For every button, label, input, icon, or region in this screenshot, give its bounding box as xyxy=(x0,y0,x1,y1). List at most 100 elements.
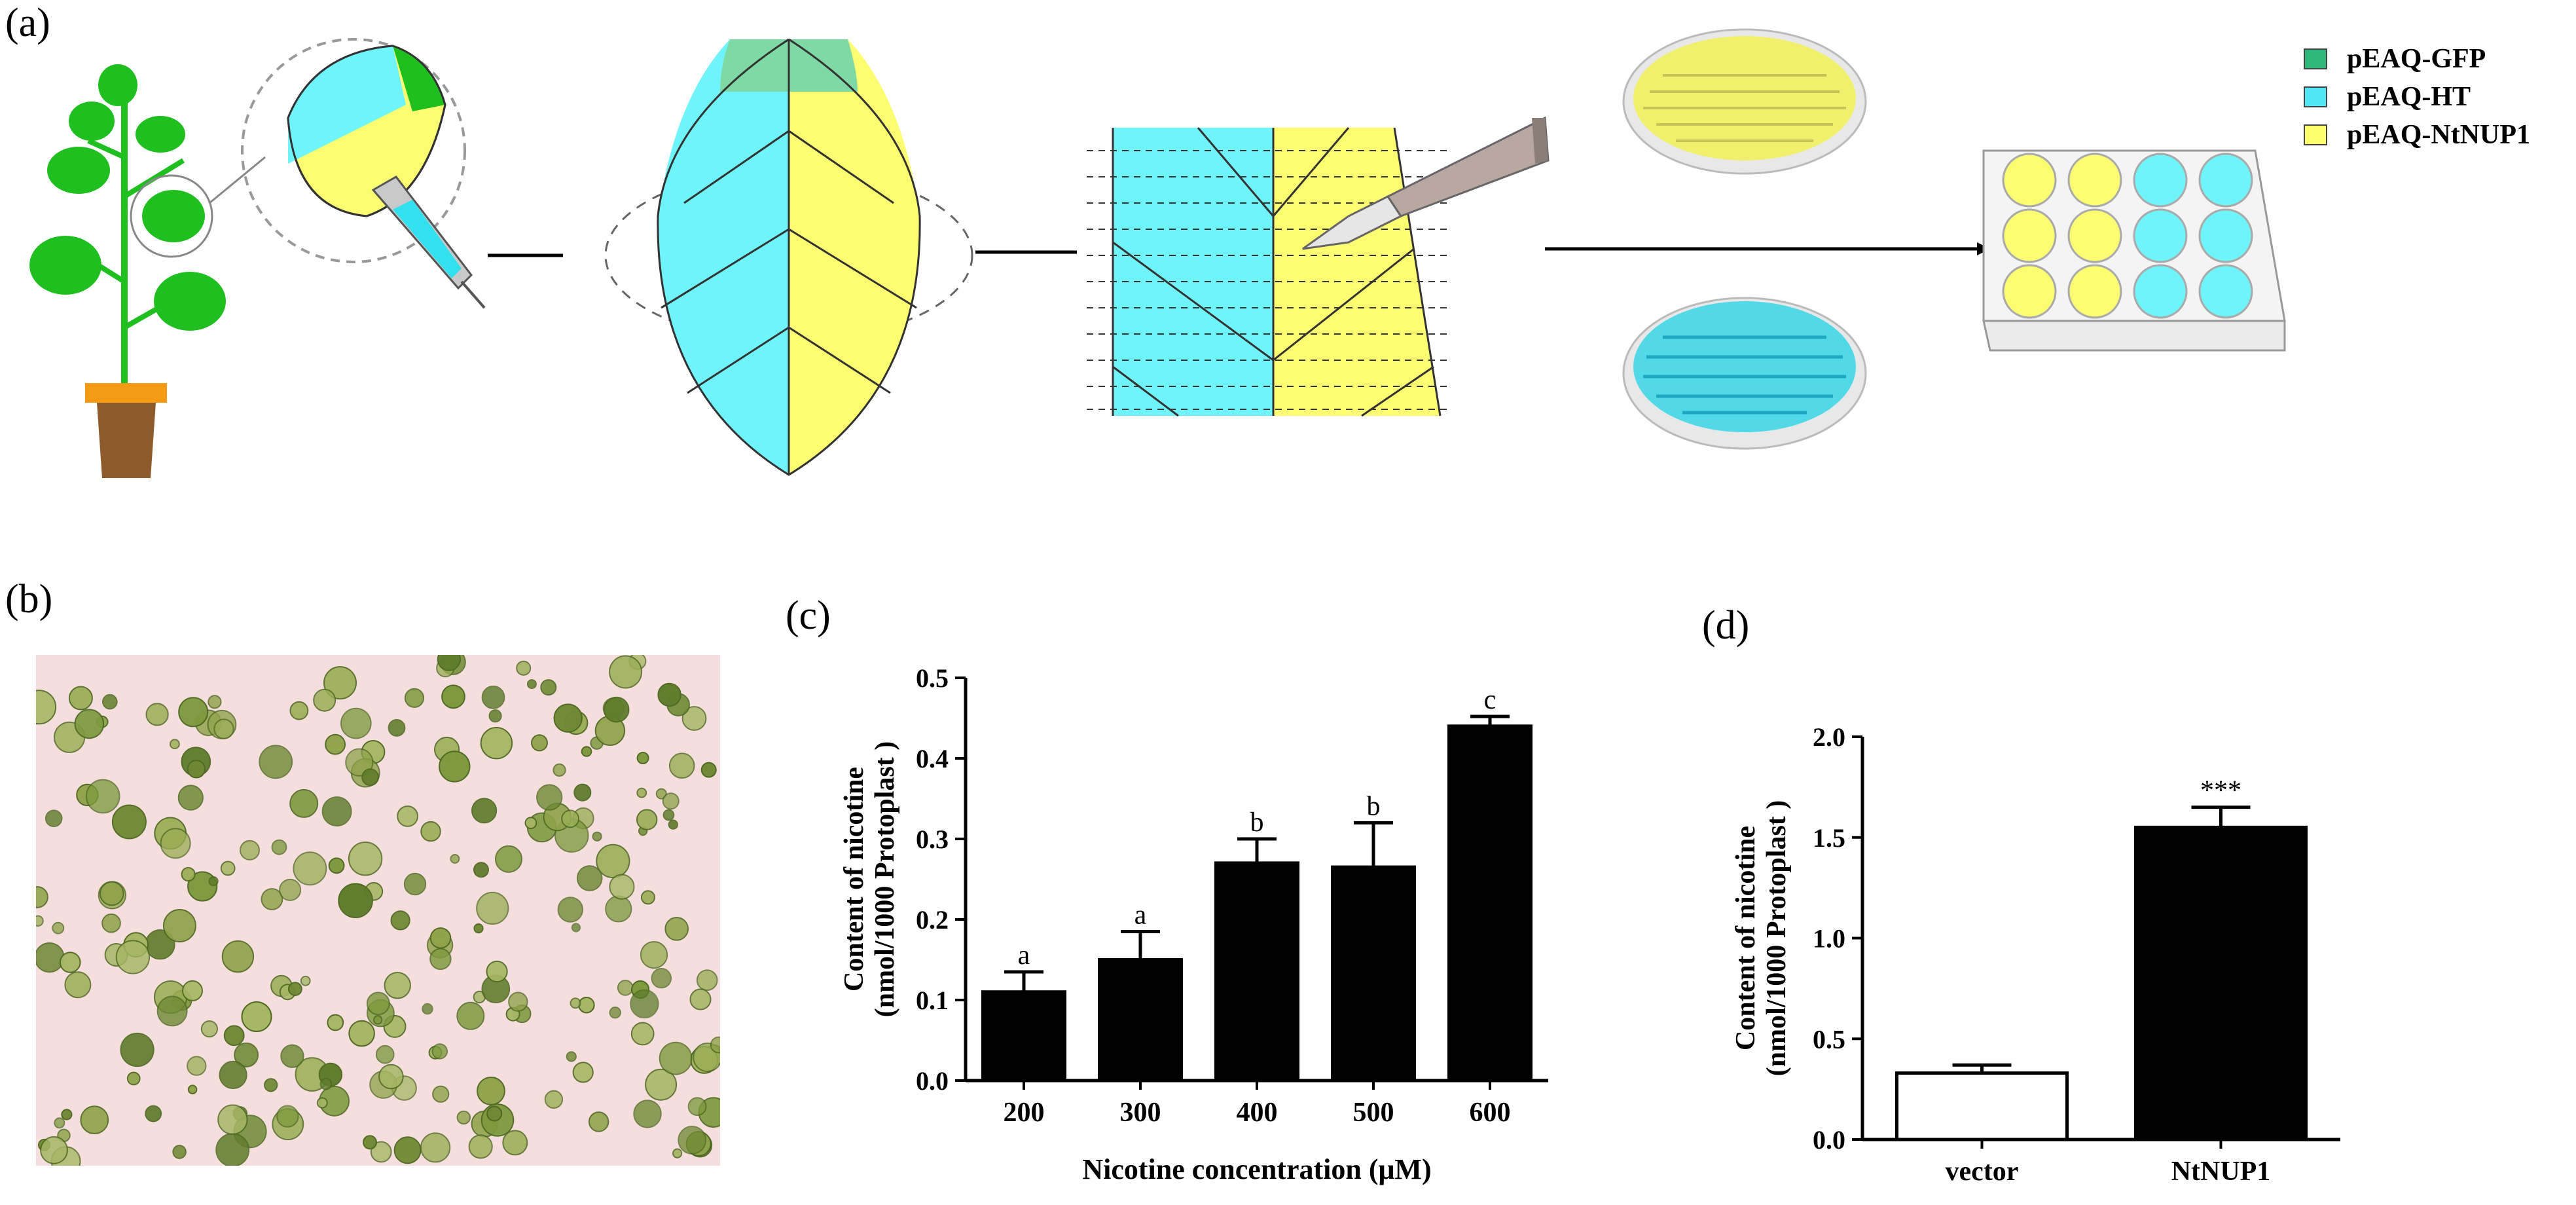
y-tick-label: 0.0 xyxy=(916,1066,949,1096)
protoplast-cell xyxy=(328,857,345,874)
protoplast-cell xyxy=(473,862,489,878)
protoplast-cell xyxy=(384,972,411,999)
protoplast-cell xyxy=(300,975,311,986)
protoplast-cell xyxy=(609,874,635,900)
y-axis-label-line2: (nmol/1000 Protoplast ) xyxy=(870,741,900,1018)
protoplast-cell xyxy=(276,1105,299,1128)
infiltrated-leaf xyxy=(604,38,973,476)
protoplast-cell xyxy=(102,694,118,710)
protoplast-cell xyxy=(220,861,236,876)
significance-label: b xyxy=(1367,791,1381,821)
protoplast-cell xyxy=(234,1042,259,1067)
plate-wells xyxy=(2002,153,2253,319)
protoplast-cell xyxy=(540,679,557,696)
x-tick-label: 400 xyxy=(1237,1098,1278,1128)
protoplast-cell xyxy=(603,696,630,723)
petri-dish-yellow xyxy=(1622,28,1867,175)
protoplast-cell xyxy=(672,1148,683,1159)
legend-swatch-ntnup1 xyxy=(2304,124,2327,145)
bar-NtNUP1 xyxy=(2134,825,2308,1141)
protoplast-cell xyxy=(61,1109,73,1121)
protoplast-cell xyxy=(502,1130,528,1156)
significance-label: a xyxy=(1134,900,1147,930)
protoplast-cell xyxy=(213,718,234,739)
pot-body xyxy=(97,403,156,478)
legend-label-ntnup1: pEAQ-NtNUP1 xyxy=(2347,120,2530,150)
protoplast-cell xyxy=(375,1045,395,1064)
protoplast-cell xyxy=(271,839,287,855)
y-axis-label-line1: Content of nicotine xyxy=(839,767,869,992)
protoplast-cell xyxy=(280,1044,304,1068)
protoplast-cell xyxy=(710,1036,720,1054)
protoplast-cell xyxy=(429,927,452,949)
protoplast-cell xyxy=(689,988,712,1010)
protoplast-cell xyxy=(570,997,581,1009)
protoplast-cell xyxy=(145,703,169,726)
protoplast-cell xyxy=(74,709,105,739)
protoplast-cell xyxy=(486,960,508,983)
protoplast-cell xyxy=(557,897,583,923)
protoplast-cell xyxy=(85,779,120,814)
bar-600 xyxy=(1447,724,1533,1083)
protoplast-cell xyxy=(668,819,678,830)
protoplast-cell xyxy=(111,804,147,840)
protoplast-cell xyxy=(177,785,204,811)
y-axis-label-line2: (nmol/1000 Protoplast ) xyxy=(1762,800,1792,1077)
protoplast-cell xyxy=(187,1056,207,1076)
protoplast-cell xyxy=(289,701,309,720)
protoplast-cell xyxy=(662,792,680,810)
protoplast-cell xyxy=(633,1100,662,1128)
protoplast-cell xyxy=(340,707,372,739)
protoplast-cell xyxy=(240,840,260,861)
protoplast-cell xyxy=(187,1084,198,1095)
pot-rim xyxy=(85,383,167,403)
y-tick-label: 2.0 xyxy=(1813,722,1845,752)
protoplast-cell xyxy=(156,995,188,1027)
protoplast-cell xyxy=(609,1007,621,1019)
protoplast-micrograph xyxy=(36,655,720,1166)
protoplast-cell xyxy=(578,997,595,1014)
x-tick-label: 200 xyxy=(1004,1098,1045,1128)
protoplast-cell xyxy=(101,913,121,933)
protoplast-cell xyxy=(473,923,484,934)
y-tick-label: 1.0 xyxy=(1813,924,1845,954)
protoplast-cell xyxy=(182,980,203,1001)
protoplast-cell xyxy=(645,1068,678,1101)
bar-300 xyxy=(1098,958,1183,1083)
protoplast-cell xyxy=(319,1078,333,1090)
protoplast-cell xyxy=(345,748,374,777)
protoplast-cell xyxy=(662,809,675,821)
protoplast-cell xyxy=(571,923,581,933)
protoplast-cell xyxy=(432,1085,450,1103)
y-tick-label: 0.5 xyxy=(916,663,949,693)
protoplast-cell xyxy=(526,679,537,690)
protoplast-cell xyxy=(219,1060,247,1090)
protoplast-cell xyxy=(441,684,465,709)
protoplast-cell xyxy=(566,1051,577,1062)
legend-label-ht: pEAQ-HT xyxy=(2347,82,2471,112)
well-plate xyxy=(1982,149,2286,352)
protoplast-cell xyxy=(700,762,717,778)
protoplast-cell xyxy=(215,1133,250,1166)
protoplast-cell xyxy=(636,787,647,798)
panel-label-c: (c) xyxy=(786,593,831,638)
protoplast-cell xyxy=(609,655,643,689)
protoplast-cell xyxy=(687,1097,707,1116)
leaf-section-cut xyxy=(1087,116,1550,417)
protoplast-cell xyxy=(561,809,579,828)
x-tick-label: 500 xyxy=(1353,1098,1394,1128)
protoplast-cell xyxy=(217,1104,248,1135)
x-tick-label: vector xyxy=(1946,1157,2019,1187)
protoplast-cell xyxy=(468,1134,493,1159)
protoplast-cell xyxy=(664,917,689,941)
protoplast-cell xyxy=(64,971,92,999)
protoplast-cell xyxy=(630,989,659,1019)
workflow-diagram: pEAQ-GFP pEAQ-HT pEAQ-NtNUP1 xyxy=(29,28,2530,478)
x-tick-label: NtNUP1 xyxy=(2171,1157,2271,1187)
protoplast-cell xyxy=(531,734,548,752)
protoplast-cell xyxy=(208,695,222,709)
protoplast-cell xyxy=(640,941,668,969)
protoplast-cell xyxy=(495,845,522,873)
protoplast-cell xyxy=(313,688,336,712)
protoplast-cell xyxy=(363,1135,377,1150)
